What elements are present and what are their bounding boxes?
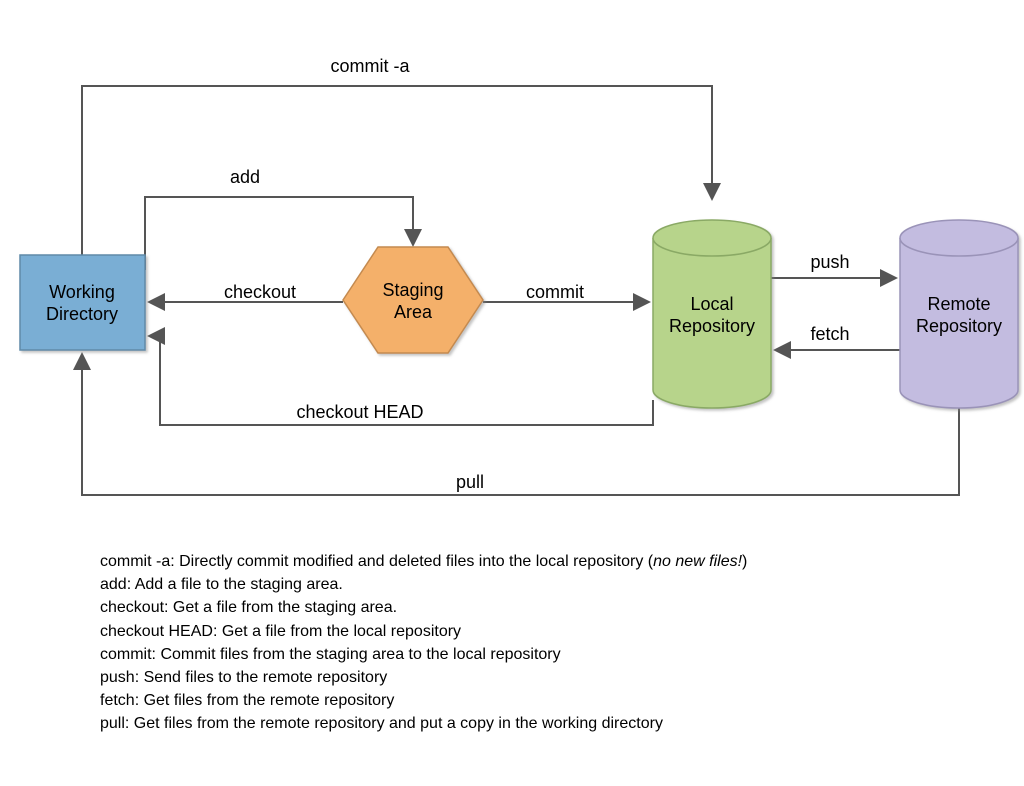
legend-item: pull: Get files from the remote reposito… — [100, 712, 747, 735]
staging-area-label-2: Area — [394, 302, 433, 322]
legend-item: fetch: Get files from the remote reposit… — [100, 689, 747, 712]
legend-item: commit -a: Directly commit modified and … — [100, 550, 747, 573]
legend-cmd: checkout: — [100, 599, 168, 616]
local-repository-label-2: Repository — [669, 316, 755, 336]
legend-text: Directly commit modified and deleted fil… — [175, 553, 653, 570]
legend-after: ) — [742, 553, 747, 570]
legend-text: Send files to the remote repository — [139, 669, 387, 686]
remote-repository-label-1: Remote — [927, 294, 990, 314]
working-directory-label-1: Working — [49, 282, 115, 302]
legend-item: checkout: Get a file from the staging ar… — [100, 596, 747, 619]
node-staging-area — [343, 247, 483, 353]
legend-cmd: fetch: — [100, 692, 139, 709]
edge-label-commit: commit — [526, 282, 584, 302]
legend-cmd: push: — [100, 669, 139, 686]
edge-label-add: add — [230, 167, 260, 187]
git-workflow-diagram: Working Directory Staging Area Local Rep… — [0, 0, 1024, 540]
edge-label-pull: pull — [456, 472, 484, 492]
legend-text: Get files from the remote repository and… — [129, 715, 663, 732]
legend-cmd: checkout HEAD: — [100, 623, 217, 640]
legend-italic: no new files! — [653, 553, 742, 570]
edge-label-checkout: checkout — [224, 282, 296, 302]
legend-item: add: Add a file to the staging area. — [100, 573, 747, 596]
staging-area-label-1: Staging — [382, 280, 443, 300]
legend: commit -a: Directly commit modified and … — [100, 550, 747, 736]
legend-cmd: commit -a: — [100, 553, 175, 570]
legend-cmd: add: — [100, 576, 131, 593]
edge-label-checkout-head: checkout HEAD — [296, 402, 423, 422]
local-repository-label-1: Local — [690, 294, 733, 314]
legend-item: commit: Commit files from the staging ar… — [100, 643, 747, 666]
legend-text: Commit files from the staging area to th… — [156, 646, 561, 663]
legend-text: Get files from the remote repository — [139, 692, 394, 709]
legend-text: Add a file to the staging area. — [131, 576, 343, 593]
node-remote-repository — [900, 220, 1018, 408]
working-directory-label-2: Directory — [46, 304, 118, 324]
legend-text: Get a file from the staging area. — [168, 599, 397, 616]
node-working-directory — [20, 255, 145, 350]
legend-text: Get a file from the local repository — [217, 623, 461, 640]
legend-cmd: commit: — [100, 646, 156, 663]
legend-cmd: pull: — [100, 715, 129, 732]
node-local-repository — [653, 220, 771, 408]
edge-label-commit-a: commit -a — [330, 56, 410, 76]
edge-label-fetch: fetch — [810, 324, 849, 344]
edge-commit-a — [82, 86, 712, 255]
edge-label-push: push — [810, 252, 849, 272]
legend-item: push: Send files to the remote repositor… — [100, 666, 747, 689]
legend-item: checkout HEAD: Get a file from the local… — [100, 620, 747, 643]
remote-repository-label-2: Repository — [916, 316, 1002, 336]
